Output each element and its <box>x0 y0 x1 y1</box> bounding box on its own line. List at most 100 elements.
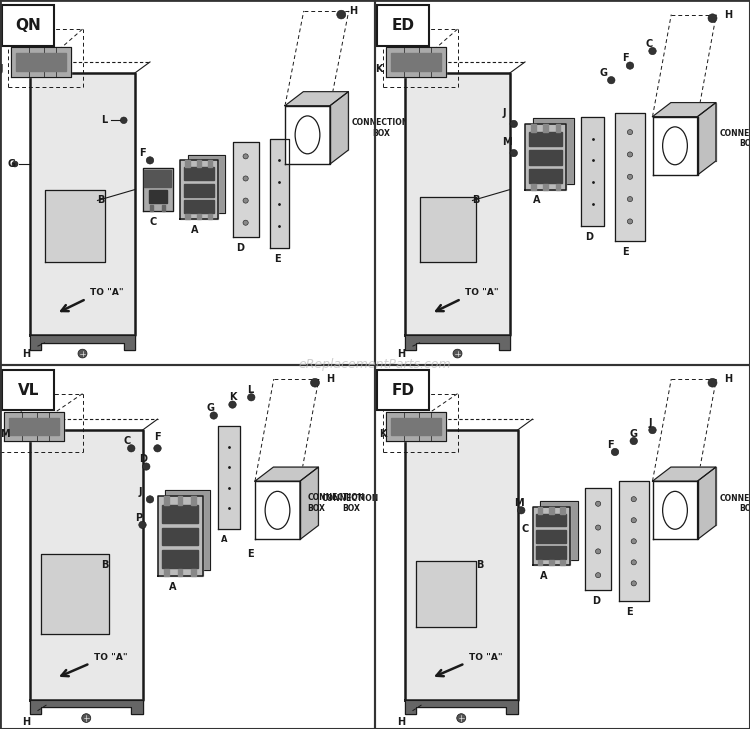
Circle shape <box>142 463 150 470</box>
Text: B: B <box>476 560 484 570</box>
Text: CONNECTION
BOX: CONNECTION BOX <box>720 494 750 513</box>
Text: M: M <box>0 429 10 439</box>
Circle shape <box>128 445 135 452</box>
FancyBboxPatch shape <box>2 370 54 410</box>
Text: F: F <box>154 432 160 443</box>
Circle shape <box>518 507 525 514</box>
Polygon shape <box>164 569 169 576</box>
Text: D: D <box>592 596 601 607</box>
Text: TO "A": TO "A" <box>465 288 499 297</box>
Polygon shape <box>144 170 170 187</box>
Text: C: C <box>124 436 131 446</box>
Polygon shape <box>4 412 64 441</box>
Polygon shape <box>536 514 566 526</box>
Polygon shape <box>391 53 442 71</box>
Polygon shape <box>45 190 105 262</box>
Polygon shape <box>164 496 169 505</box>
Polygon shape <box>285 106 330 164</box>
Polygon shape <box>191 569 196 576</box>
FancyBboxPatch shape <box>376 370 429 410</box>
Circle shape <box>310 378 320 387</box>
Polygon shape <box>405 430 517 700</box>
Text: E: E <box>274 254 280 264</box>
Circle shape <box>243 154 248 159</box>
Polygon shape <box>142 168 172 211</box>
Polygon shape <box>543 124 548 132</box>
Polygon shape <box>184 184 214 197</box>
Polygon shape <box>158 496 203 576</box>
Circle shape <box>457 714 466 722</box>
Circle shape <box>154 445 161 452</box>
Polygon shape <box>180 160 218 219</box>
Polygon shape <box>530 168 562 183</box>
Polygon shape <box>273 467 318 526</box>
Text: M: M <box>514 498 523 508</box>
Circle shape <box>627 197 632 202</box>
Polygon shape <box>162 550 198 568</box>
Text: A: A <box>169 582 176 592</box>
Text: A: A <box>532 195 540 206</box>
Polygon shape <box>303 92 348 150</box>
Text: G: G <box>206 403 214 413</box>
Text: H: H <box>22 717 31 727</box>
Circle shape <box>626 62 634 69</box>
Circle shape <box>632 560 636 565</box>
Text: TO "A": TO "A" <box>94 652 128 662</box>
Polygon shape <box>652 103 716 117</box>
Polygon shape <box>330 92 348 164</box>
Polygon shape <box>536 546 566 559</box>
Polygon shape <box>196 214 201 219</box>
Circle shape <box>146 157 154 164</box>
Polygon shape <box>531 184 536 190</box>
Circle shape <box>611 448 619 456</box>
Text: H: H <box>349 6 357 16</box>
Text: E: E <box>248 549 254 559</box>
Text: E: E <box>626 607 633 617</box>
Polygon shape <box>532 118 574 184</box>
Text: L: L <box>101 115 107 125</box>
Polygon shape <box>549 561 554 565</box>
Polygon shape <box>184 200 214 213</box>
Polygon shape <box>255 481 300 539</box>
Polygon shape <box>162 528 198 545</box>
Text: A: A <box>540 571 548 581</box>
Text: FD: FD <box>392 383 415 397</box>
Polygon shape <box>556 124 560 132</box>
Text: K: K <box>375 64 382 74</box>
Polygon shape <box>148 190 166 203</box>
Polygon shape <box>300 467 318 539</box>
Polygon shape <box>191 496 196 505</box>
Text: D: D <box>236 243 244 253</box>
Circle shape <box>229 401 236 408</box>
Text: H: H <box>22 348 31 359</box>
Text: L: L <box>375 39 381 49</box>
Circle shape <box>632 581 636 586</box>
Text: P: P <box>135 512 142 523</box>
Polygon shape <box>530 132 562 147</box>
Circle shape <box>632 496 636 502</box>
Text: K: K <box>379 429 386 439</box>
Polygon shape <box>162 505 198 523</box>
Circle shape <box>596 525 601 530</box>
Circle shape <box>146 496 154 503</box>
Text: CONNECTION
BOX: CONNECTION BOX <box>308 494 364 512</box>
Circle shape <box>596 549 601 554</box>
Text: H: H <box>398 717 406 727</box>
Polygon shape <box>532 507 570 565</box>
Circle shape <box>627 219 632 224</box>
Polygon shape <box>560 507 565 514</box>
Text: QN: QN <box>15 18 41 33</box>
Polygon shape <box>670 467 716 526</box>
Text: CONNECTION
BOX: CONNECTION BOX <box>352 118 410 138</box>
Text: A: A <box>221 535 228 544</box>
Polygon shape <box>543 184 548 190</box>
Polygon shape <box>549 507 554 514</box>
Polygon shape <box>538 561 542 565</box>
Text: TO "A": TO "A" <box>469 652 502 662</box>
Text: K: K <box>229 392 236 402</box>
Bar <box>162 205 165 211</box>
Text: H: H <box>724 374 732 384</box>
Circle shape <box>630 437 638 445</box>
Polygon shape <box>255 467 318 481</box>
Circle shape <box>78 349 87 358</box>
